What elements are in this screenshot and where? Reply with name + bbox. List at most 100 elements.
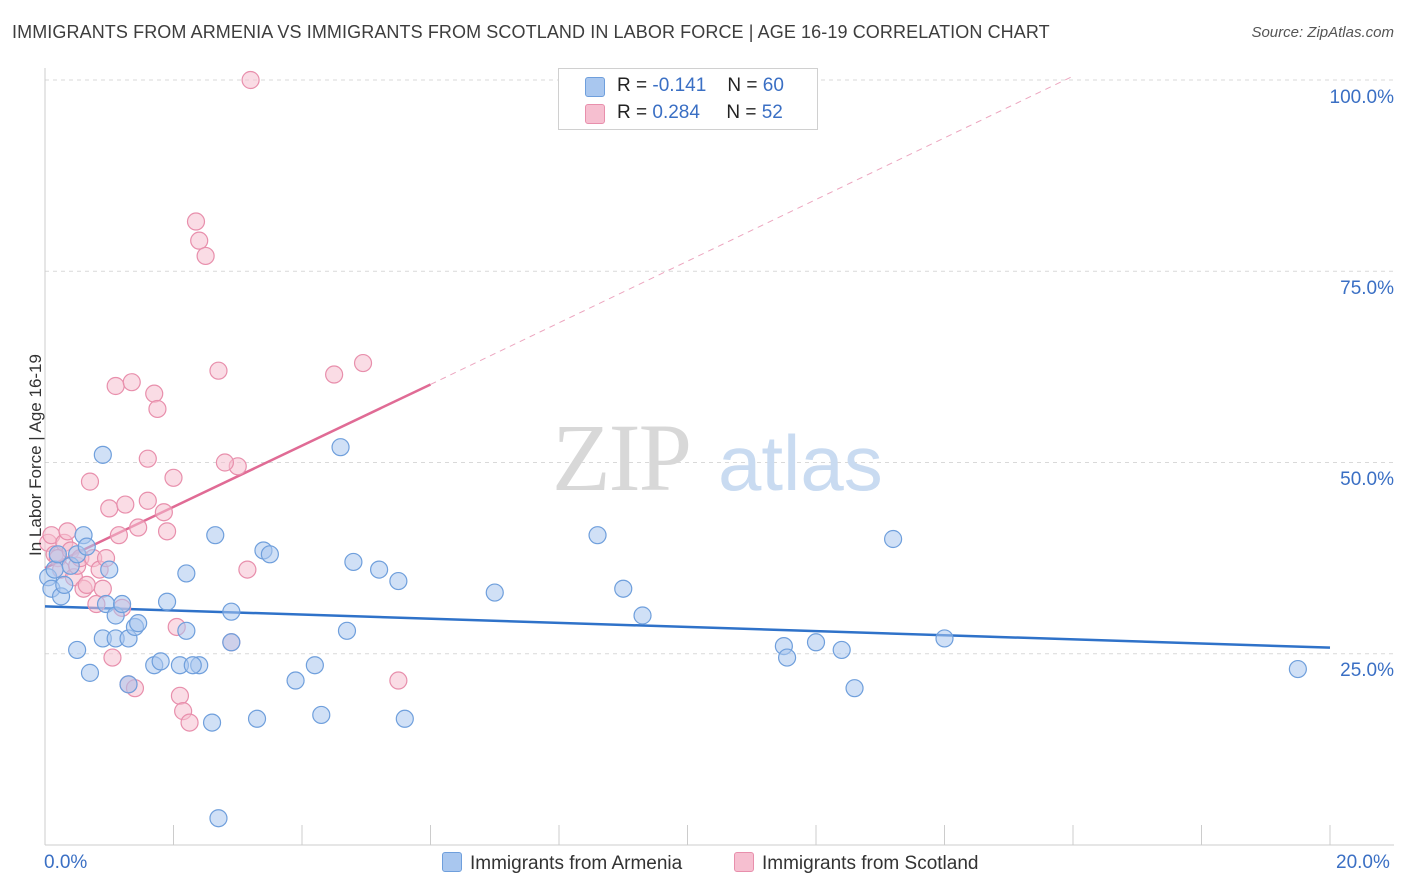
armenia-point (312, 705, 331, 725)
armenia-point (331, 438, 350, 457)
armenia-point (633, 606, 652, 625)
armenia-point (112, 594, 132, 614)
scotland-point (325, 365, 344, 384)
armenia-point (344, 552, 363, 572)
armenia-point (806, 633, 826, 652)
armenia-point (845, 679, 864, 698)
scotland-point (389, 671, 408, 690)
armenia-point (177, 564, 196, 583)
armenia-point (777, 648, 797, 667)
scotland-point (196, 246, 215, 266)
bottom-legend-scotland-label: Immigrants from Scotland (762, 853, 979, 874)
x-tick-label-min: 0.0% (44, 852, 88, 873)
armenia-point (202, 713, 222, 732)
armenia-point (48, 545, 67, 564)
scotland-trend-line (44, 383, 432, 570)
watermark: ZIP atlas (552, 404, 883, 511)
scotland-point (241, 70, 260, 90)
scotland-point (58, 522, 77, 541)
trend-lines (44, 75, 1331, 649)
y-axis-label: In Labor Force | Age 16-19 (26, 354, 45, 556)
scotland-point (238, 560, 257, 579)
legend-armenia-n-value: 60 (762, 75, 784, 96)
watermark-atlas: atlas (718, 419, 883, 507)
scotland-point (103, 648, 122, 667)
scotland-point (122, 373, 141, 392)
stats-legend: R = -0.141 N = 60 R = 0.284 N = 52 (558, 68, 818, 130)
scotland-point (116, 495, 135, 514)
armenia-trend-line (44, 605, 1331, 649)
armenia-point (395, 709, 414, 728)
x-tick-label-max: 20.0% (1336, 852, 1390, 873)
armenia-point (222, 602, 241, 621)
scotland-point (353, 353, 373, 373)
armenia-point (935, 629, 954, 648)
armenia-point (68, 640, 87, 660)
scotland-point (164, 468, 183, 487)
bottom-legend-armenia-label: Immigrants from Armenia (470, 853, 683, 874)
armenia-point (614, 579, 633, 598)
armenia-point (183, 656, 202, 675)
y-tick-label-25: 25.0% (1340, 660, 1394, 681)
armenia-point (151, 652, 170, 671)
y-tick-label-75: 75.0% (1340, 278, 1394, 299)
armenia-points (39, 438, 1307, 828)
armenia-point (883, 529, 903, 549)
scotland-point (148, 399, 167, 419)
armenia-point (305, 656, 324, 675)
scotland-point (215, 453, 234, 472)
armenia-point (337, 621, 357, 640)
armenia-point (100, 560, 119, 579)
axes (44, 68, 1394, 846)
source-label: Source: ZipAtlas.com (1251, 24, 1394, 41)
scotland-point (154, 503, 173, 522)
bottom-legend-armenia: Immigrants from Armenia (442, 852, 682, 875)
scotland-point (190, 231, 209, 250)
scotland-point (138, 491, 157, 510)
scotland-point (80, 472, 100, 491)
armenia-point (157, 592, 177, 611)
y-tick-label-100: 100.0% (1329, 87, 1394, 108)
armenia-point (209, 809, 228, 828)
bottom-legend-scotland: Immigrants from Scotland (734, 852, 978, 875)
armenia-point (45, 560, 64, 579)
armenia-point (370, 560, 389, 579)
armenia-point (222, 633, 241, 652)
armenia-point (588, 526, 607, 545)
armenia-point (129, 614, 148, 633)
scotland-point (180, 713, 199, 732)
legend-scotland-n-value: 52 (761, 102, 783, 123)
y-tick-label-50: 50.0% (1340, 469, 1394, 490)
armenia-point (286, 671, 305, 690)
scotland-point (145, 384, 164, 403)
armenia-swatch (585, 77, 605, 97)
scotland-point (109, 526, 128, 545)
scotland-point (170, 686, 190, 705)
scotland-point (106, 376, 125, 396)
armenia-point (247, 709, 267, 728)
armenia-point (389, 571, 408, 591)
armenia-point (485, 583, 504, 602)
scotland-points (39, 70, 408, 732)
scotland-swatch (585, 104, 605, 124)
legend-scotland-r-value: 0.284 (652, 102, 700, 123)
scotland-point (157, 522, 177, 541)
armenia-point (1288, 659, 1307, 679)
legend-armenia-r-label: R = (617, 75, 648, 96)
scotland-point (186, 212, 206, 231)
chart-title: IMMIGRANTS FROM ARMENIA VS IMMIGRANTS FR… (12, 22, 1050, 42)
scotland-point (138, 449, 157, 468)
legend-armenia-n-label: N = (727, 75, 758, 96)
armenia-point (206, 526, 225, 545)
scotland-point (77, 575, 96, 595)
armenia-point (260, 545, 279, 564)
armenia-point (55, 575, 74, 595)
scotland-trend-extension (430, 75, 1074, 385)
armenia-legend-swatch (442, 852, 462, 872)
armenia-point (119, 675, 138, 694)
armenia-point (832, 640, 851, 660)
armenia-point (77, 537, 96, 556)
scotland-legend-swatch (734, 852, 754, 872)
scotland-point (209, 361, 228, 380)
